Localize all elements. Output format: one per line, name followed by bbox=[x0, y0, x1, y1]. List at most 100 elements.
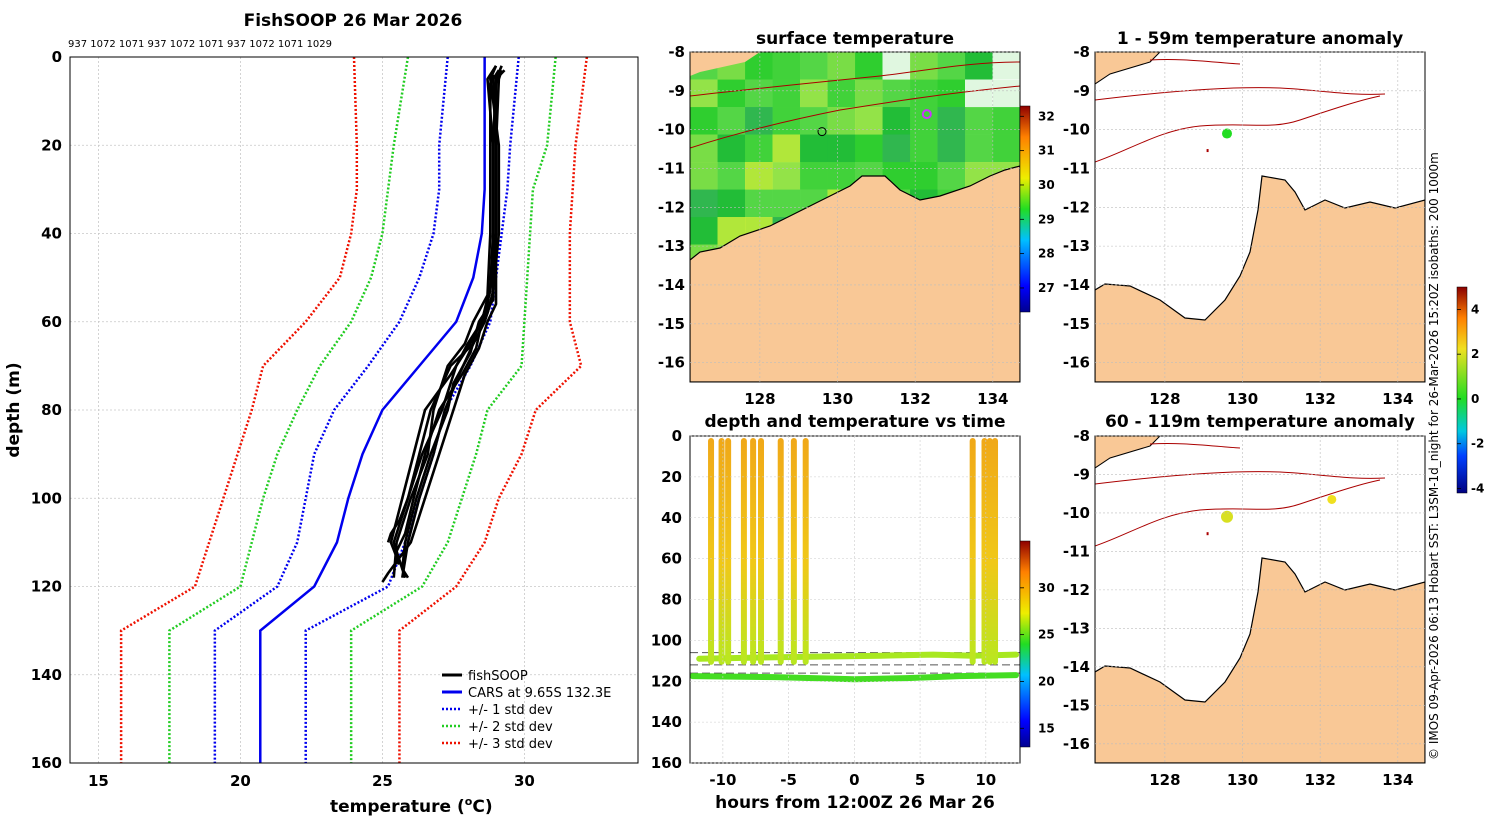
legend-label-cars: CARS at 9.65S 132.3E bbox=[468, 686, 611, 701]
sst-cell bbox=[690, 134, 718, 163]
td-xtick-label: 10 bbox=[975, 771, 996, 789]
sst-cell bbox=[690, 217, 718, 245]
anomaly-2-map bbox=[1095, 436, 1425, 763]
sst-colorbar-ticks: 27 28 29 30 31 32 bbox=[1020, 109, 1055, 295]
sst-cell bbox=[910, 52, 938, 80]
profile-ytick-label: 120 bbox=[31, 578, 62, 596]
anomaly-1-marker bbox=[1222, 128, 1232, 139]
fishsoop-profile-6 bbox=[392, 65, 501, 579]
sst-cell bbox=[882, 52, 911, 80]
td-cast bbox=[718, 438, 725, 665]
td-ytick-label: 160 bbox=[651, 754, 682, 772]
sst-ytick-label: -8 bbox=[668, 43, 685, 61]
sst-cell bbox=[717, 189, 746, 218]
td-cast bbox=[992, 438, 999, 665]
sst-markers bbox=[817, 109, 932, 137]
sst-cell bbox=[910, 134, 938, 163]
time-depth-data bbox=[690, 438, 1020, 683]
anomaly-2-ytick-label: -12 bbox=[1063, 581, 1090, 599]
sst-isobath-200m bbox=[690, 85, 1020, 149]
td-ytick-label: 60 bbox=[661, 550, 682, 568]
anomaly-2-marker bbox=[1221, 510, 1233, 523]
time-depth-colorbar-ticks: 15 20 25 30 bbox=[1020, 581, 1055, 735]
sst-cell bbox=[772, 52, 801, 80]
legend-label-std3: +/- 3 std dev bbox=[468, 737, 553, 752]
sst-cell bbox=[772, 134, 801, 163]
td-cast bbox=[750, 438, 757, 665]
sst-cell bbox=[855, 52, 883, 80]
sst-cell bbox=[827, 52, 856, 80]
anomaly-2-panel: 60 - 119m temperature anomaly 128 130 132 1… bbox=[1063, 286, 1484, 789]
td-cast bbox=[708, 438, 715, 665]
sst-ytick-label: -10 bbox=[658, 121, 685, 139]
sst-map bbox=[690, 52, 1020, 382]
anomaly-2-isobath-1000m bbox=[1095, 471, 1386, 485]
sst-cell bbox=[827, 79, 856, 108]
td-colorbar-tick-label: 20 bbox=[1038, 674, 1055, 688]
td-ytick-label: 100 bbox=[651, 631, 682, 649]
profile-header-numbers: 937 1072 1071 937 1072 1071 937 1072 107… bbox=[68, 39, 332, 50]
td-ytick-label: 0 bbox=[672, 427, 682, 445]
sst-cell bbox=[690, 107, 718, 135]
anomaly-colorbar-tick-label: -2 bbox=[1471, 437, 1484, 451]
sst-colorbar bbox=[1019, 105, 1031, 313]
sst-cell bbox=[690, 162, 718, 190]
sst-cell bbox=[992, 52, 1020, 80]
time-depth-xlabel: hours from 12:00Z 26 Mar 26 bbox=[715, 793, 995, 813]
sst-marker bbox=[921, 109, 932, 120]
anomaly-1-ytick-label: -15 bbox=[1063, 315, 1090, 333]
sst-colorbar-tick-label: 28 bbox=[1038, 247, 1055, 261]
anomaly-2-marker bbox=[1327, 494, 1337, 504]
profile-ylabel: depth (m) bbox=[4, 362, 24, 457]
sst-cell bbox=[717, 107, 746, 135]
sst-xtick-label: 130 bbox=[822, 390, 853, 408]
sst-cell bbox=[717, 134, 746, 163]
td-deep-track bbox=[690, 672, 1020, 683]
sst-ticks: 128 130 132 134 -8 -9 -10 -11 -12 -13 -14 -15 -16 bbox=[658, 43, 1020, 408]
td-cast bbox=[981, 438, 988, 665]
anomaly-2-land-australia bbox=[1095, 557, 1425, 763]
sst-cell bbox=[937, 162, 966, 190]
anomaly-1-land-north bbox=[1095, 52, 1161, 85]
sst-colorbar-tick-label: 27 bbox=[1038, 281, 1055, 295]
anomaly-2-isobath-200m bbox=[1095, 479, 1381, 547]
profile-xtick-label: 15 bbox=[88, 772, 109, 790]
profile-xlabel: temperature (oC) bbox=[330, 795, 493, 817]
anomaly-2-ytick-label: -14 bbox=[1063, 658, 1090, 676]
sst-cell bbox=[690, 189, 718, 218]
profile-xtick-label: 20 bbox=[230, 772, 251, 790]
anomaly-colorbar bbox=[1456, 286, 1468, 494]
td-colorbar-tick-label: 30 bbox=[1038, 581, 1055, 595]
td-ytick-label: 80 bbox=[661, 591, 682, 609]
sst-cell bbox=[855, 134, 883, 163]
profile-xtick-label: 25 bbox=[372, 772, 393, 790]
td-xtick-label: -5 bbox=[780, 771, 797, 789]
sst-cell bbox=[992, 107, 1020, 135]
profile-series--2-std bbox=[168, 57, 410, 763]
sst-cell bbox=[717, 162, 746, 190]
anomaly-1-xtick-label: 134 bbox=[1382, 390, 1413, 408]
anomaly-2-isobath-coast bbox=[1149, 442, 1241, 449]
sst-ytick-label: -9 bbox=[668, 82, 685, 100]
profile-ytick-label: 60 bbox=[41, 313, 62, 331]
sst-cell bbox=[745, 162, 773, 190]
sst-xtick-label: 128 bbox=[744, 390, 775, 408]
anomaly-2-xtick-label: 128 bbox=[1149, 771, 1180, 789]
anomaly-1-xtick-label: 132 bbox=[1305, 390, 1336, 408]
anomaly-1-ytick-label: -9 bbox=[1073, 82, 1090, 100]
sst-xtick-label: 134 bbox=[977, 390, 1008, 408]
sst-cell bbox=[965, 134, 993, 163]
anomaly-2-markers bbox=[1206, 494, 1337, 536]
profile-legend: fishSOOP CARS at 9.65S 132.3E +/- 1 std … bbox=[442, 669, 611, 752]
sst-cell bbox=[910, 79, 938, 108]
profile-ytick-label: 0 bbox=[52, 48, 62, 66]
sst-cell bbox=[937, 134, 966, 163]
anomaly-colorbar-tick-label: 2 bbox=[1471, 347, 1479, 361]
anomaly-1-ytick-label: -13 bbox=[1063, 237, 1090, 255]
td-ytick-label: 140 bbox=[651, 713, 682, 731]
sst-cell bbox=[937, 107, 966, 135]
sst-cell bbox=[882, 107, 911, 135]
anomaly-colorbar-tick-label: 0 bbox=[1471, 392, 1479, 406]
sst-cell bbox=[772, 79, 801, 108]
